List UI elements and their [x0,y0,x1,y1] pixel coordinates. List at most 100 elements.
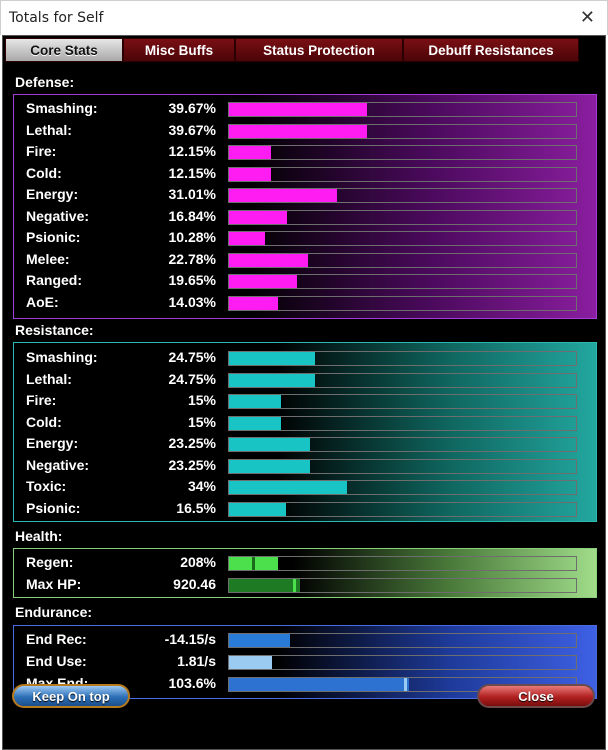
resistance-bar-fill-lethal [229,373,315,387]
close-button[interactable]: Close [477,684,595,708]
resistance-bar-energy [228,437,577,452]
resistance-value-toxic: 34% [187,478,216,494]
defense-value-lethal: 39.67% [168,121,216,138]
defense-row-aoe: AoE: 14.03% [14,292,596,313]
defense-value-ranged: 19.65% [168,272,216,288]
health-row-max-hp: Max HP: 920.46 [14,574,596,595]
resistance-bar-fill-cold [229,416,282,430]
endurance-bar-max-end [228,677,577,692]
resistance-row-fire: Fire: 15% [14,390,596,411]
defense-bar-energy [228,188,577,203]
endurance-value-end-use: 1.81/s [177,653,216,669]
close-icon[interactable]: ✕ [579,7,595,28]
defense-value-energy: 31.01% [168,186,216,202]
tab-core-stats[interactable]: Core Stats [5,38,123,62]
resistance-label-fire: Fire: [26,392,57,408]
resistance-bar-fire [228,394,577,409]
resistance-bar-lethal [228,372,577,388]
resistance-bar-psionic [228,501,577,517]
endurance-bar-fill-end-use [229,656,272,669]
resistance-bar-fill-psionic [229,502,287,516]
resistance-bar-fill-energy [229,438,310,451]
resistance-bar-fill-negative [229,459,310,473]
tab-bar: Core Stats Misc Buffs Status Protection … [3,36,605,63]
defense-label-melee: Melee: [26,250,70,267]
health-bar-fill-max-hp [229,578,301,592]
health-heading: Health: [15,528,63,544]
resistance-row-smashing: Smashing: 24.75% [14,347,596,368]
defense-value-smashing: 39.67% [168,100,216,116]
defense-value-cold: 12.15% [168,164,216,181]
tab-debuff-resistances[interactable]: Debuff Resistances [403,38,579,62]
endurance-bar-fill-max-end [229,678,410,691]
defense-label-aoe: AoE: [26,293,59,310]
defense-value-psionic: 10.28% [168,229,216,245]
defense-bar-fill-fire [229,146,272,159]
defense-panel: Smashing: 39.67% Lethal: 39.67% Fire: 12.15% C… [13,94,597,319]
defense-bar-aoe [228,295,577,311]
defense-row-lethal: Lethal: 39.67% [14,120,596,141]
defense-bar-fill-ranged [229,275,298,288]
health-value-regen: 208% [180,554,216,570]
resistance-row-negative: Negative: 23.25% [14,455,596,476]
defense-heading: Defense: [15,74,75,90]
health-panel: Regen: 208% Max HP: 920.46 [13,548,597,598]
endurance-value-max-end: 103.6% [168,675,216,691]
defense-row-cold: Cold: 12.15% [14,163,596,184]
resistance-label-cold: Cold: [26,413,62,430]
defense-label-smashing: Smashing: [26,100,98,116]
resistance-row-cold: Cold: 15% [14,412,596,433]
defense-row-energy: Energy: 31.01% [14,184,596,205]
defense-bar-fill-psionic [229,232,265,245]
resistance-row-toxic: Toxic: 34% [14,476,596,497]
resistance-bar-negative [228,458,577,474]
defense-row-melee: Melee: 22.78% [14,249,596,270]
totals-window: Core Stats Misc Buffs Status Protection … [2,35,606,750]
defense-bar-fill-negative [229,210,288,224]
resistance-label-toxic: Toxic: [26,478,67,494]
defense-row-ranged: Ranged: 19.65% [14,270,596,291]
resistance-value-fire: 15% [187,392,216,408]
endurance-bar-marker-max-end [404,678,408,691]
health-bar-max-hp [228,577,577,593]
defense-value-negative: 16.84% [168,207,216,224]
resistance-value-cold: 15% [187,413,216,430]
defense-bar-fill-aoe [229,296,278,310]
defense-bar-smashing [228,102,577,117]
resistance-value-smashing: 24.75% [168,349,216,365]
defense-row-smashing: Smashing: 39.67% [14,98,596,119]
resistance-value-energy: 23.25% [168,435,216,451]
endurance-label-end-rec: End Rec: [26,631,87,647]
defense-row-fire: Fire: 12.15% [14,141,596,162]
keep-on-top-button[interactable]: Keep On top [12,684,130,708]
resistance-bar-smashing [228,351,577,366]
health-label-regen: Regen: [26,554,74,570]
resistance-row-lethal: Lethal: 24.75% [14,369,596,390]
defense-bar-fill-energy [229,189,337,202]
defense-value-fire: 12.15% [168,143,216,159]
tab-misc-buffs[interactable]: Misc Buffs [123,38,235,62]
health-row-regen: Regen: 208% [14,552,596,573]
resistance-bar-fill-fire [229,395,282,408]
resistance-label-energy: Energy: [26,435,79,451]
health-label-max-hp: Max HP: [26,575,82,592]
endurance-label-end-use: End Use: [26,653,87,669]
health-bar-marker-max-hp [293,578,297,592]
defense-bar-melee [228,252,577,268]
resistance-bar-cold [228,415,577,431]
endurance-bar-end-use [228,655,577,670]
defense-value-aoe: 14.03% [168,293,216,310]
window-title: Totals for Self [9,10,104,26]
defense-label-lethal: Lethal: [26,121,72,138]
resistance-value-lethal: 24.75% [168,370,216,387]
defense-label-energy: Energy: [26,186,79,202]
defense-bar-ranged [228,274,577,289]
endurance-bar-end-rec [228,633,577,648]
endurance-row-end-use: End Use: 1.81/s [14,651,596,672]
defense-bar-fill-lethal [229,124,367,138]
tab-status-protection[interactable]: Status Protection [235,38,403,62]
endurance-heading: Endurance: [15,604,93,620]
defense-label-ranged: Ranged: [26,272,82,288]
resistance-label-lethal: Lethal: [26,370,72,387]
resistance-row-energy: Energy: 23.25% [14,433,596,454]
